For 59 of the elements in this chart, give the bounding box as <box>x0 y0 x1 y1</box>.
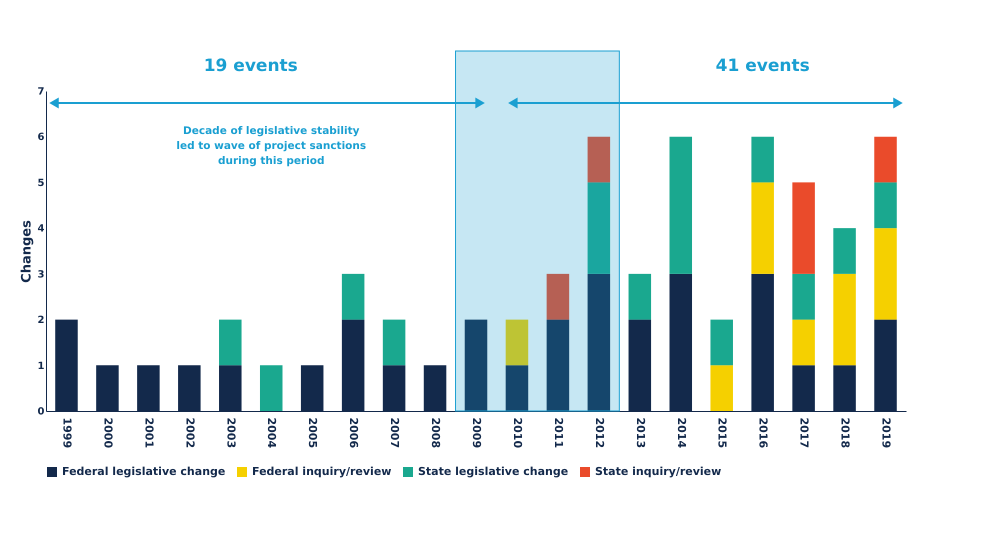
bar <box>833 228 856 274</box>
bar <box>874 228 897 320</box>
x-tick-label: 1999 <box>60 418 74 448</box>
x-tick-label: 2017 <box>798 418 811 448</box>
x-tick-label: 2005 <box>306 418 320 448</box>
bar <box>506 320 528 366</box>
bar <box>628 274 652 320</box>
bar <box>710 320 733 366</box>
x-tick-label: 2015 <box>716 418 729 448</box>
y-tick-label: 5 <box>38 178 45 189</box>
bar <box>874 182 897 228</box>
text: 19 events <box>204 56 298 76</box>
bar <box>546 274 570 320</box>
bar <box>751 136 774 182</box>
y-axis-title: Changes <box>20 220 35 283</box>
annotation: Decade of legislative stability led to wave of project sanctions during this period <box>176 125 366 167</box>
x-tick-label: 2012 <box>592 418 606 448</box>
bar <box>833 274 856 366</box>
bar <box>342 274 364 320</box>
legend-label: Federal legislative change <box>62 465 226 478</box>
y-tick-label: 0 <box>38 406 45 418</box>
x-tick-label: 2008 <box>429 418 442 448</box>
x-tick-label: 2004 <box>265 418 278 448</box>
bar <box>792 320 815 366</box>
bar <box>710 365 733 411</box>
y-tick-label: 1 <box>38 360 45 372</box>
bar <box>382 320 406 366</box>
legend-label: State legislative change <box>418 465 568 478</box>
legend-label: State inquiry/review <box>595 465 722 478</box>
x-tick-label: 2010 <box>510 418 524 448</box>
legend-label: Federal inquiry/review <box>252 465 392 478</box>
bar <box>588 136 610 182</box>
x-tick-label: 2018 <box>838 418 852 448</box>
text: 41 events <box>716 56 810 76</box>
x-tick-label: 2014 <box>674 418 688 448</box>
bar <box>260 365 282 411</box>
x-tick-label: 2019 <box>880 418 893 448</box>
bar <box>219 320 242 366</box>
y-tick-label: 3 <box>38 269 45 280</box>
x-tick-label: 2003 <box>224 418 238 448</box>
x-tick-label: 2011 <box>552 418 565 448</box>
bar <box>874 136 897 182</box>
y-tick-label: 2 <box>38 315 45 326</box>
x-tick-label: 2009 <box>470 418 483 448</box>
x-tick-label: 2000 <box>101 418 114 448</box>
x-tick-label: 2013 <box>634 418 647 448</box>
y-tick-label: 7 <box>38 86 45 98</box>
bar <box>670 136 692 274</box>
y-tick-label: 4 <box>38 224 45 235</box>
x-tick-label: 2007 <box>388 418 402 448</box>
bar <box>792 274 815 320</box>
x-tick-label: 2001 <box>142 418 156 448</box>
bar <box>792 182 815 274</box>
x-tick-label: 2006 <box>347 418 360 448</box>
x-tick-label: 2016 <box>756 418 770 448</box>
y-tick-label: 6 <box>38 132 45 144</box>
x-tick-label: 2002 <box>183 418 196 448</box>
bar <box>751 182 774 274</box>
bar <box>588 182 610 274</box>
